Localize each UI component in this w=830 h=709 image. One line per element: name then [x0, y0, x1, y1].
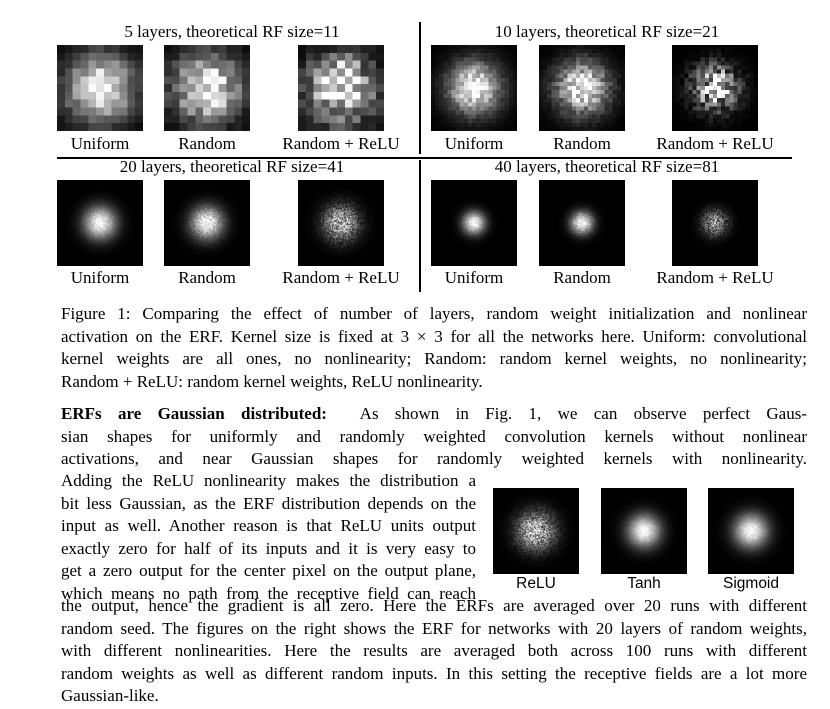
- caption-line: Figure 1: Comparing the effect of number…: [61, 304, 807, 323]
- paragraph-line: get a zero output for the center pixel o…: [61, 561, 476, 580]
- paragraph-first-line: ERFs are Gaussian distributed: As shown …: [61, 403, 807, 426]
- erf-image-relu: [493, 488, 579, 574]
- panel-title-5-layers: 5 layers, theoretical RF size=11: [124, 22, 340, 41]
- erf-image-40-random-relu: [672, 180, 758, 266]
- erf-image-5-uniform: [57, 45, 143, 131]
- paragraph-line: Adding the ReLU nonlinearity makes the d…: [61, 471, 476, 490]
- horizontal-divider: [57, 157, 792, 159]
- paragraph-line: random weights as well as different rand…: [61, 663, 807, 683]
- paragraph-line: activations, and near Gaussian shapes fo…: [61, 449, 807, 468]
- label-5-random: Random: [178, 134, 236, 153]
- paragraph-line: Gaussian-like.: [61, 686, 159, 705]
- label-40-random-relu: Random + ReLU: [656, 268, 774, 287]
- caption-line: Random + ReLU: random kernel weights, Re…: [61, 371, 483, 391]
- label-20-random: Random: [178, 268, 236, 287]
- panel-title-10-layers: 10 layers, theoretical RF size=21: [494, 22, 720, 41]
- paragraph-line: input as well. Another reason is that Re…: [61, 516, 476, 535]
- figure-caption: Figure 1: Comparing the effect of number…: [61, 303, 807, 393]
- vertical-divider-top: [419, 22, 421, 154]
- paragraph-heading: ERFs are Gaussian distributed:: [61, 404, 327, 423]
- paragraph-line: exactly zero for half of its inputs and …: [61, 538, 476, 558]
- erf-image-10-uniform: [431, 45, 517, 131]
- paragraph-line: bit less Gaussian, as the ERF distributi…: [61, 493, 476, 513]
- label-20-random-relu: Random + ReLU: [282, 268, 400, 287]
- label-5-random-relu: Random + ReLU: [282, 134, 400, 153]
- label-40-random: Random: [553, 268, 611, 287]
- erf-image-5-random-relu: [298, 45, 384, 131]
- erf-image-10-random-relu: [672, 45, 758, 131]
- paragraph-top: ERFs are Gaussian distributed: As shown …: [61, 403, 807, 471]
- figure-1: 5 layers, theoretical RF size=11 10 laye…: [0, 0, 830, 300]
- erf-image-5-random: [164, 45, 250, 131]
- erf-image-20-random: [164, 180, 250, 266]
- erf-image-tanh: [601, 488, 687, 574]
- erf-image-40-uniform: [431, 180, 517, 266]
- erf-image-10-random: [539, 45, 625, 131]
- label-20-uniform: Uniform: [70, 268, 130, 287]
- erf-image-20-uniform: [57, 180, 143, 266]
- label-5-uniform: Uniform: [70, 134, 130, 153]
- label-10-uniform: Uniform: [444, 134, 504, 153]
- label-relu: ReLU: [516, 575, 556, 592]
- caption-line: activation on the ERF. Kernel size is fi…: [61, 326, 807, 346]
- paragraph-wrap: Adding the ReLU nonlinearity makes the d…: [61, 470, 476, 605]
- paragraph-bottom: the output, hence the gradient is all ze…: [61, 595, 807, 708]
- erf-image-sigmoid: [708, 488, 794, 574]
- paragraph-line: which means no path from the receptive f…: [61, 583, 476, 603]
- label-40-uniform: Uniform: [444, 268, 504, 287]
- paragraph-line: As shown in Fig. 1, we can observe perfe…: [359, 404, 808, 423]
- erf-image-20-random-relu: [298, 180, 384, 266]
- paragraph-line: random seed. The figures on the right sh…: [61, 618, 807, 638]
- label-sigmoid: Sigmoid: [723, 575, 779, 592]
- label-10-random-relu: Random + ReLU: [656, 134, 774, 153]
- paragraph-line: sian shapes for uniformly and randomly w…: [61, 426, 807, 446]
- panel-title-20-layers: 20 layers, theoretical RF size=41: [119, 157, 345, 176]
- paragraph-line: with different nonlinearities. Here the …: [61, 641, 807, 660]
- caption-line: kernel weights are all ones, no nonlinea…: [61, 349, 807, 368]
- erf-image-40-random: [539, 180, 625, 266]
- vertical-divider-bottom: [419, 160, 421, 292]
- paragraph-line: the output, hence the gradient is all ze…: [61, 596, 807, 615]
- label-10-random: Random: [553, 134, 611, 153]
- label-tanh: Tanh: [627, 575, 661, 592]
- panel-title-40-layers: 40 layers, theoretical RF size=81: [494, 157, 720, 176]
